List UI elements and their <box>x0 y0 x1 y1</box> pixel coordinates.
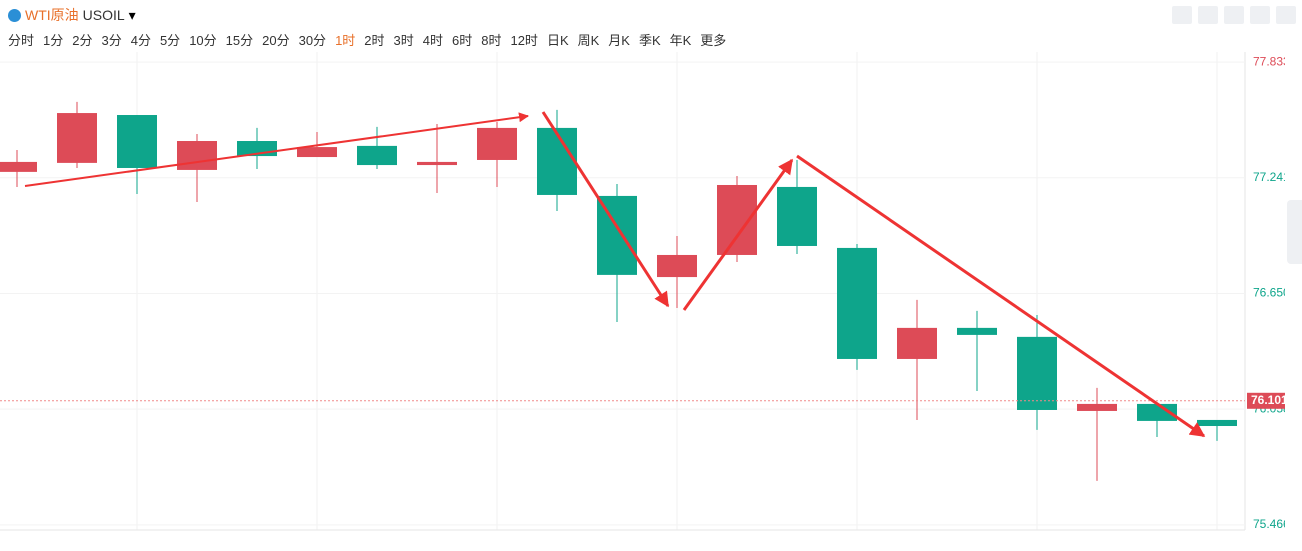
annotation-arrows <box>24 111 1206 438</box>
candle-body <box>1017 336 1057 410</box>
current-price-box <box>1247 392 1285 409</box>
candle-body <box>957 327 997 335</box>
symbol-code: USOIL <box>82 7 125 23</box>
candle-body <box>477 127 517 160</box>
candle-body <box>177 141 217 170</box>
period-tab[interactable]: 3分 <box>101 33 122 48</box>
candle-body <box>117 115 157 168</box>
period-tab[interactable]: 1时 <box>335 33 356 48</box>
period-tab[interactable]: 8时 <box>481 33 502 48</box>
period-tab[interactable]: 12时 <box>510 33 538 48</box>
symbol-icon <box>8 8 21 22</box>
candle-body <box>1137 403 1177 421</box>
candle-body <box>657 254 697 278</box>
tools <box>1172 6 1296 24</box>
period-tab[interactable]: 10分 <box>189 33 217 48</box>
periods: 分时 1分 2分 3分 4分 5分 10分 15分 20分 30分 1时 2时 3时 4时 6时 8时 12时日… <box>8 30 726 49</box>
y-tick-label: 76.6500 <box>1253 286 1285 300</box>
plot: 77.833777.241976.650076.058175.4663 <box>0 54 1285 531</box>
candle-body <box>1077 403 1117 411</box>
tool-button[interactable] <box>1198 6 1218 24</box>
y-tick-label: 77.8337 <box>1253 54 1285 68</box>
side-toggle[interactable] <box>1287 200 1302 264</box>
toolbar: WTI原油 USOIL ▾ 分时 1分 2分 3分 4分 5分 10分 15分 20分 30分 1时 2时… <box>0 0 1302 52</box>
candle-body <box>0 161 37 172</box>
y-tick-label: 77.2419 <box>1253 170 1285 184</box>
period-tab[interactable]: 4分 <box>130 33 151 48</box>
candle-body <box>597 195 637 275</box>
candle-body <box>417 161 457 166</box>
candle-body <box>297 147 337 158</box>
period-tab[interactable]: 5分 <box>159 33 181 48</box>
symbol-name: WTI原油 <box>25 7 79 23</box>
tool-button[interactable] <box>1250 6 1270 24</box>
candle-body <box>717 184 757 255</box>
period-tab[interactable]: 3时 <box>393 33 414 48</box>
candle-body <box>897 327 937 359</box>
candle-body <box>57 113 97 163</box>
current-price-label: 76.1010 <box>1251 393 1285 407</box>
period-tab[interactable]: 15分 <box>225 33 254 48</box>
period-tab[interactable]: 2分 <box>72 33 93 48</box>
candle-body <box>537 127 577 195</box>
candle-body <box>357 145 397 166</box>
period-tab[interactable]: 4时 <box>422 33 443 48</box>
period-tab[interactable]: 周K <box>577 33 600 48</box>
period-tab[interactable]: 1分 <box>43 33 64 48</box>
period-tab[interactable]: 更多 <box>700 33 727 48</box>
period-tab[interactable]: 6时 <box>452 33 473 48</box>
period-tab[interactable]: 季K <box>638 33 661 48</box>
period-tab[interactable]: 2时 <box>364 33 385 48</box>
candle-body <box>777 186 817 246</box>
tool-button[interactable] <box>1276 6 1296 24</box>
tool-button[interactable] <box>1172 6 1192 24</box>
dropdown-arrow: ▾ <box>128 6 136 23</box>
candle-body <box>1197 419 1237 427</box>
symbol[interactable]: WTI原油 USOIL ▾ <box>8 5 136 25</box>
period-tab[interactable]: 分时 <box>8 33 35 48</box>
y-tick-label: 75.4663 <box>1253 517 1285 531</box>
candle-body <box>837 247 877 359</box>
period-tab[interactable]: 月K <box>608 33 630 48</box>
period-tab[interactable]: 30分 <box>298 33 327 48</box>
period-tab[interactable]: 20分 <box>262 33 290 48</box>
period-tab[interactable]: 年K <box>669 33 692 48</box>
period-tab[interactable]: 日K <box>546 33 569 48</box>
tool-button[interactable] <box>1224 6 1244 24</box>
